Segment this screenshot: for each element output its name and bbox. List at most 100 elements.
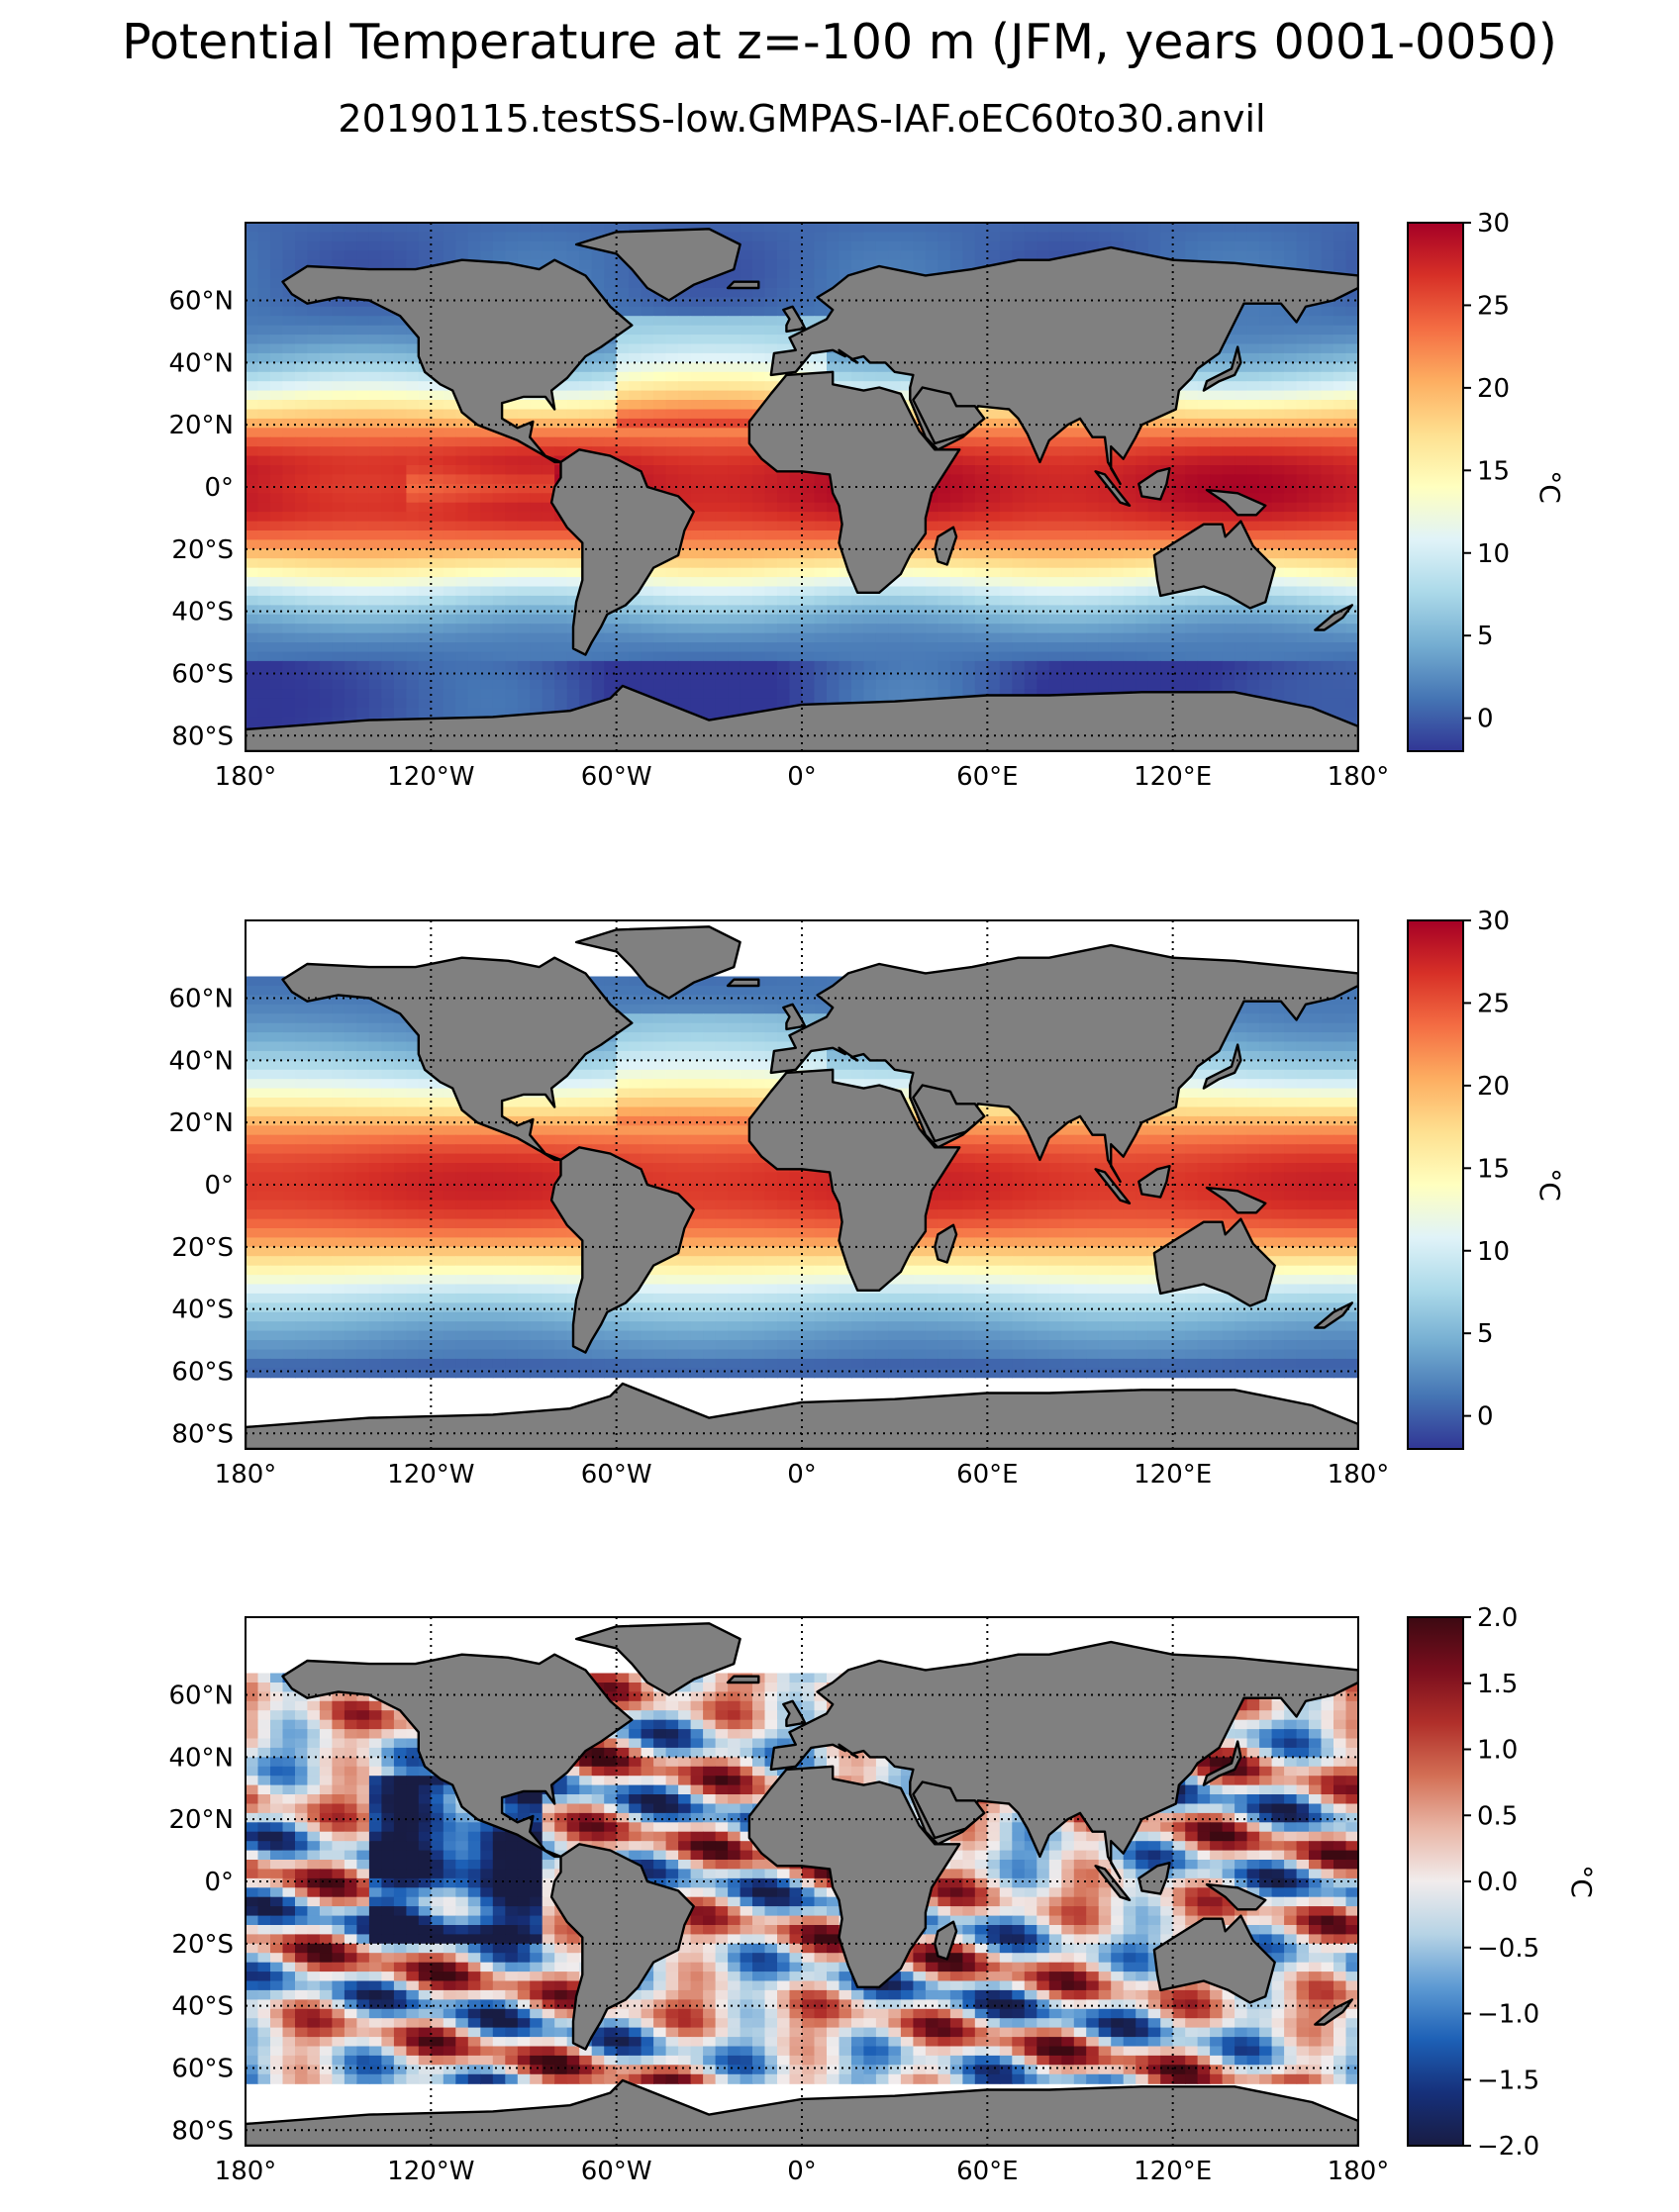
land-iceland	[726, 1675, 760, 1684]
land-uk	[782, 305, 807, 334]
lon-tick-label: 60°W	[581, 762, 652, 792]
lat-tick-label: 60°S	[171, 659, 234, 689]
land-madagascar	[934, 526, 958, 566]
lon-tick-label: 60°E	[956, 1460, 1019, 1490]
land-north-america	[281, 956, 634, 1162]
lat-tick-label: 20°S	[171, 1233, 234, 1263]
land-greenland	[574, 228, 741, 302]
gridlines	[245, 1617, 1359, 2146]
lat-tick-label: 40°N	[168, 1046, 234, 1076]
land-japan	[1202, 1043, 1242, 1090]
lat-tick-label: 40°S	[171, 1296, 234, 1325]
land-new-guinea	[1205, 1186, 1267, 1214]
colorbar-tick-label: 0.0	[1477, 1868, 1518, 1897]
land-japan	[1202, 345, 1242, 392]
land-eurasia	[769, 1640, 1358, 1880]
lat-tick-label: 0°	[204, 1868, 234, 1897]
lat-tick-label: 60°N	[168, 1682, 234, 1711]
lon-tick-label: 60°W	[581, 2157, 652, 2186]
colorbar-tick-label: 1.0	[1477, 1736, 1518, 1766]
colorbar-tick-label: −1.5	[1477, 2066, 1539, 2095]
land-iceland	[726, 978, 760, 988]
colorbar-tick-label: −0.5	[1477, 1934, 1539, 1964]
colorbar-tick-label: 15	[1477, 456, 1510, 486]
panel-1: 60°N 40°N 20°N 0° 20°S 40°S 60°S 80°S 180° 120°W 6…	[168, 209, 1566, 792]
land-north-america	[281, 1653, 634, 1859]
figure-title: Potential Temperature at z=-100 m (JFM, …	[122, 14, 1557, 70]
lat-tick-label: 40°N	[168, 1743, 234, 1773]
lon-tick-label: 0°	[787, 1460, 817, 1490]
land-africa	[747, 370, 961, 594]
land-borneo	[1137, 467, 1171, 501]
panel-2: 60°N 40°N 20°N 0° 20°S 40°S 60°S 80°S 180° 120°W 6…	[168, 907, 1566, 1490]
land-uk	[782, 1003, 807, 1031]
land-south-america	[549, 1843, 695, 2051]
panel-3: 60°N 40°N 20°N 0° 20°S 40°S 60°S 80°S 180° 120°W 6…	[168, 1603, 1598, 2186]
colorbar-tick-label: 20	[1477, 374, 1510, 404]
land-africa	[747, 1765, 961, 1989]
lat-tick-label: 20°N	[168, 411, 234, 440]
land-sumatra	[1094, 1168, 1132, 1205]
lat-tick-label: 20°N	[168, 1805, 234, 1835]
land-north-america	[281, 258, 634, 464]
lon-tick-label: 120°W	[387, 762, 474, 792]
lon-tick-label: 180°	[1328, 1460, 1390, 1490]
land-uk	[782, 1699, 807, 1728]
land-eurasia	[769, 943, 1358, 1184]
colorbar-tick-label: 0	[1477, 705, 1494, 734]
colorbar-label: °C	[1533, 470, 1566, 504]
land-eurasia	[769, 245, 1358, 486]
colorbar-tick-label: 15	[1477, 1154, 1510, 1184]
colorbar-tick-label: 10	[1477, 1237, 1510, 1267]
colorbar-gradient	[1407, 222, 1464, 752]
lon-tick-label: 120°E	[1134, 762, 1212, 792]
lat-tick-label: 40°S	[171, 1992, 234, 2022]
land-greenland	[574, 925, 741, 1000]
lat-tick-label: 20°S	[171, 1930, 234, 1960]
land-iceland	[726, 280, 760, 290]
land-arabian-peninsula	[912, 1780, 986, 1840]
colorbar: 0 5 10 15 20 25 30 °C	[1407, 907, 1566, 1450]
colorbar-tick-label: 2.0	[1477, 1603, 1518, 1633]
land-south-america	[549, 448, 695, 656]
map-frame	[245, 919, 1359, 1450]
land-greenland	[574, 1622, 741, 1696]
lat-tick-label: 40°N	[168, 348, 234, 378]
colorbar-tick-label: −2.0	[1477, 2132, 1539, 2162]
lon-tick-label: 180°	[215, 2157, 277, 2186]
lat-tick-label: 20°N	[168, 1108, 234, 1138]
colorbar-tick-label: 20	[1477, 1072, 1510, 1102]
lat-tick-label: 60°S	[171, 2054, 234, 2083]
land-arabian-peninsula	[912, 1084, 986, 1143]
colorbar-tick-label: 0	[1477, 1402, 1494, 1432]
lon-tick-label: 180°	[1328, 762, 1390, 792]
lat-tick-label: 60°S	[171, 1357, 234, 1387]
lat-tick-label: 0°	[204, 1171, 234, 1201]
map-frame	[245, 222, 1359, 752]
land-arabian-peninsula	[912, 386, 986, 445]
land-africa	[747, 1068, 961, 1293]
lon-tick-label: 180°	[215, 1460, 277, 1490]
panel-1-title: 20190115.testSS-low.GMPAS-IAF.oEC60to30.…	[338, 97, 1266, 141]
lon-tick-label: 120°E	[1134, 2157, 1212, 2186]
lat-tick-label: 60°N	[168, 287, 234, 317]
lon-tick-label: 0°	[787, 762, 817, 792]
colorbar: −2.0 −1.5 −1.0 −0.5 0.0 0.5 1.0 1.5 2.0 °C	[1407, 1603, 1598, 2162]
colorbar-gradient	[1407, 919, 1464, 1450]
lat-tick-label: 60°N	[168, 985, 234, 1014]
colorbar-tick-label: 1.5	[1477, 1670, 1518, 1699]
lon-tick-label: 60°W	[581, 1460, 652, 1490]
land-australia	[1152, 520, 1276, 610]
lon-tick-label: 60°E	[956, 762, 1019, 792]
colorbar-tick-label: −1.0	[1477, 2000, 1539, 2030]
lon-tick-label: 120°E	[1134, 1460, 1212, 1490]
lon-tick-label: 120°W	[387, 2157, 474, 2186]
lon-tick-label: 180°	[215, 762, 277, 792]
lon-tick-label: 120°W	[387, 1460, 474, 1490]
lat-tick-label: 80°S	[171, 721, 234, 751]
colorbar-label: °C	[1565, 1865, 1598, 1898]
colorbar-gradient	[1407, 1616, 1464, 2147]
land-sumatra	[1094, 470, 1132, 507]
land-borneo	[1137, 1164, 1171, 1199]
